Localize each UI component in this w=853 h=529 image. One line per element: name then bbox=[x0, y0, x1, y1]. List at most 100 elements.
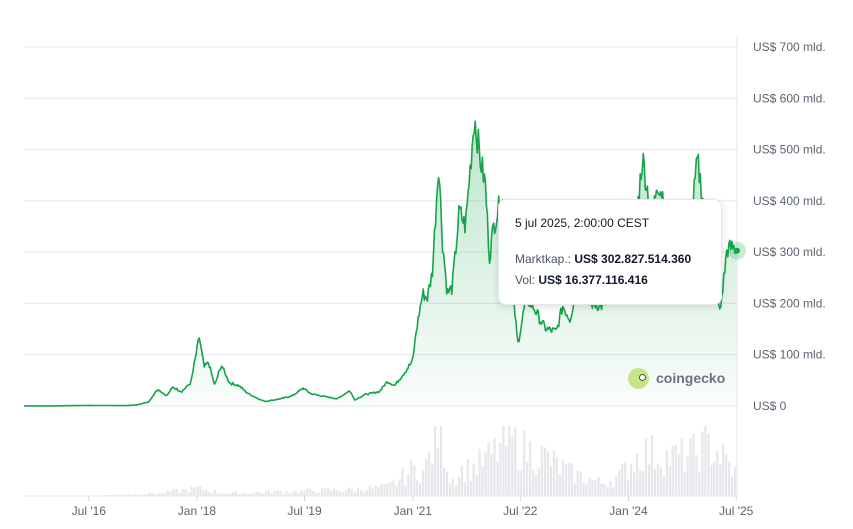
volume-bar bbox=[407, 474, 410, 496]
volume-bar bbox=[181, 489, 184, 496]
volume-bar bbox=[151, 493, 154, 496]
volume-bar bbox=[728, 461, 731, 496]
volume-bar bbox=[639, 470, 642, 496]
volume-bar bbox=[163, 493, 166, 496]
grid-lines bbox=[24, 46, 737, 407]
volume-bar bbox=[214, 489, 217, 496]
volume-bar bbox=[451, 478, 454, 496]
volume-bar bbox=[641, 471, 645, 496]
volume-bar bbox=[460, 465, 463, 496]
volume-bar bbox=[567, 462, 570, 496]
volume-bar bbox=[282, 493, 285, 496]
volume-bar bbox=[229, 493, 232, 496]
area-fill bbox=[24, 121, 737, 407]
volume-bar bbox=[725, 454, 728, 496]
volume-bar bbox=[659, 467, 662, 496]
volume-bar bbox=[624, 462, 627, 496]
volume-bar bbox=[300, 489, 303, 496]
volume-bar bbox=[448, 483, 451, 496]
volume-bar bbox=[333, 488, 336, 496]
volume-bar bbox=[573, 483, 576, 496]
volume-bar bbox=[499, 442, 502, 496]
volume-bar bbox=[493, 437, 496, 496]
volume-bar bbox=[306, 488, 309, 496]
volume-bar bbox=[130, 494, 134, 496]
volume-bar bbox=[549, 466, 552, 496]
volume-bar bbox=[615, 476, 618, 496]
volume-bar bbox=[395, 485, 398, 496]
volume-bar bbox=[133, 494, 137, 496]
volume-bar bbox=[484, 452, 487, 496]
volume-bar bbox=[312, 491, 315, 496]
volume-bar bbox=[576, 470, 579, 496]
tooltip-volume-value: US$ 16.377.116.416 bbox=[538, 273, 648, 287]
volume-bar bbox=[362, 492, 365, 496]
volume-bar bbox=[297, 493, 300, 496]
volume-bar bbox=[232, 492, 235, 496]
market-cap-area bbox=[24, 121, 737, 407]
volume-bar bbox=[647, 464, 651, 496]
volume-bar bbox=[374, 485, 377, 496]
volume-bar bbox=[469, 481, 472, 496]
y-tick-label: US$ 400 mld. bbox=[753, 194, 826, 208]
volume-bar bbox=[713, 461, 716, 496]
volume-bar bbox=[716, 451, 719, 496]
volume-bar bbox=[434, 426, 437, 496]
volume-bar bbox=[668, 466, 671, 496]
volume-bar bbox=[255, 491, 258, 496]
volume-bar bbox=[490, 453, 493, 496]
volume-bar bbox=[410, 460, 413, 496]
volume-bar bbox=[582, 482, 585, 496]
volume-bar bbox=[413, 465, 416, 496]
tooltip-market-cap-row: Marktkap.: US$ 302.827.514.360 bbox=[515, 252, 691, 266]
volume-bar bbox=[160, 492, 163, 496]
volume-bar bbox=[172, 489, 175, 496]
volume-bar bbox=[475, 474, 478, 496]
volume-bar bbox=[145, 494, 148, 496]
volume-bar bbox=[240, 493, 244, 496]
volume-bar bbox=[353, 491, 356, 496]
volume-bar bbox=[442, 468, 446, 496]
volume-bar bbox=[193, 487, 196, 496]
volume-bar bbox=[653, 468, 656, 496]
volume-bar bbox=[261, 493, 264, 496]
volume-bar bbox=[267, 490, 270, 496]
volume-bar bbox=[190, 486, 193, 496]
y-tick-label: US$ 300 mld. bbox=[753, 245, 826, 259]
volume-bar bbox=[142, 494, 145, 496]
volume-bar bbox=[612, 487, 615, 496]
volume-bar bbox=[558, 473, 561, 496]
volume-bar bbox=[318, 492, 321, 496]
volume-bar bbox=[704, 426, 707, 496]
volume-bar bbox=[330, 490, 333, 496]
volume-bar bbox=[428, 452, 431, 496]
volume-bar bbox=[223, 494, 226, 496]
volume-bar bbox=[344, 490, 348, 496]
volume-bar bbox=[478, 448, 481, 496]
volume-bar bbox=[246, 493, 249, 496]
volume-bar bbox=[136, 494, 140, 496]
volume-bar bbox=[526, 462, 529, 496]
volume-bar bbox=[680, 437, 683, 496]
volume-bar bbox=[157, 493, 160, 496]
y-axis-labels: US$ 700 mld. US$ 600 mld. US$ 500 mld. US$ … bbox=[753, 40, 826, 413]
x-tick-label: Jul '16 bbox=[72, 504, 107, 518]
volume-bar bbox=[404, 485, 407, 496]
volume-bar bbox=[600, 483, 603, 496]
tooltip-date: 5 jul 2025, 2:00:00 CEST bbox=[515, 216, 650, 230]
volume-bar bbox=[656, 463, 659, 496]
volume-bar bbox=[439, 426, 443, 496]
volume-bar bbox=[184, 489, 187, 496]
volume-bar bbox=[335, 490, 339, 496]
volume-bar bbox=[463, 482, 466, 496]
volume-bar bbox=[199, 485, 202, 496]
volume-bar bbox=[175, 489, 178, 496]
volume-bar bbox=[125, 494, 128, 496]
x-tick-label: Jul '22 bbox=[503, 504, 538, 518]
volume-bar bbox=[324, 488, 327, 496]
volume-bar bbox=[707, 433, 710, 496]
volume-bar bbox=[276, 490, 279, 496]
volume-bar bbox=[338, 491, 342, 496]
volume-bar bbox=[508, 426, 511, 496]
